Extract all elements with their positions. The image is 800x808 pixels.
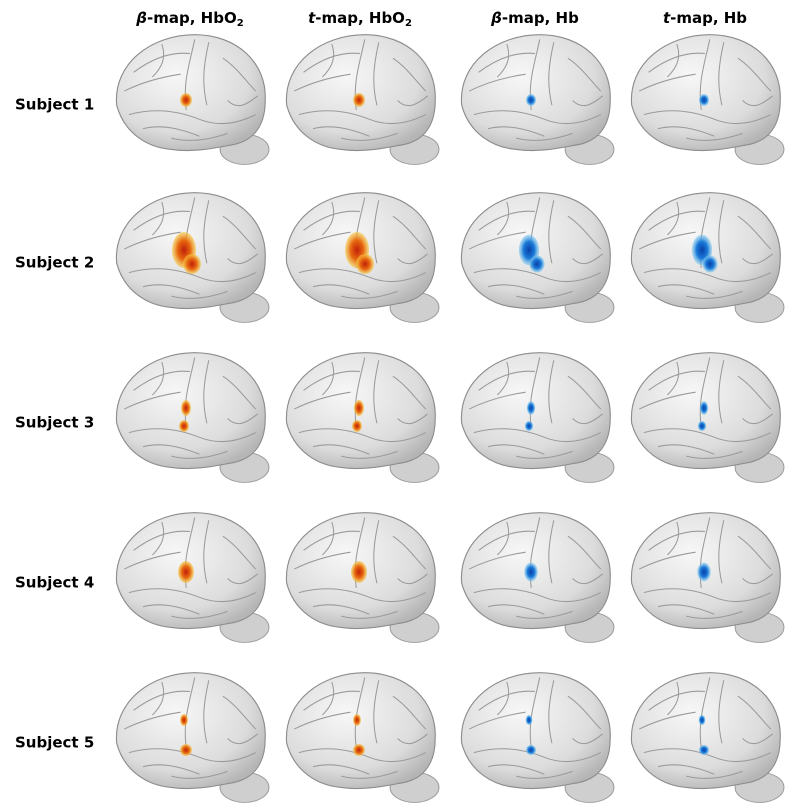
- brain: [460, 352, 615, 483]
- header-symbol: β: [490, 9, 502, 27]
- activation-blob: [351, 561, 367, 583]
- brain-map: [630, 34, 785, 165]
- header-text: -map, Hb: [670, 9, 747, 27]
- activation-blob: [697, 562, 711, 582]
- header-symbol: β: [135, 9, 147, 27]
- row-label: Subject 1: [15, 96, 94, 114]
- activation-blob: [702, 255, 718, 273]
- column-header: t-map, HbO2: [308, 9, 412, 30]
- activation-blob: [698, 714, 706, 726]
- brain: [285, 352, 440, 483]
- row-label: Subject 5: [15, 734, 94, 752]
- brain: [115, 34, 270, 165]
- activation-blob: [179, 420, 189, 432]
- header-symbol: t: [308, 9, 316, 27]
- brain-map: [460, 512, 615, 643]
- brain-map: [460, 34, 615, 165]
- brain: [630, 672, 785, 803]
- brain-map: [630, 192, 785, 323]
- activation-blob: [353, 93, 365, 107]
- activation-blob: [698, 744, 710, 756]
- brain-map: [115, 672, 270, 803]
- activation-blob: [529, 255, 545, 273]
- activation-blob: [183, 254, 201, 274]
- brain-map: [630, 352, 785, 483]
- brain-map: [285, 512, 440, 643]
- brain: [115, 672, 270, 803]
- activation-blob: [526, 401, 536, 415]
- activation-blob: [356, 254, 374, 274]
- activation-blob: [354, 400, 364, 416]
- row-label: Subject 2: [15, 254, 94, 272]
- activation-blob: [180, 744, 192, 756]
- activation-blob: [698, 94, 710, 106]
- brain-map: [630, 512, 785, 643]
- brain-map: [460, 192, 615, 323]
- column-header: β-map, Hb: [490, 9, 579, 27]
- activation-blob: [181, 400, 191, 416]
- column-header: t-map, Hb: [663, 9, 747, 27]
- brain-map: [285, 352, 440, 483]
- activation-blob: [525, 744, 537, 756]
- header-subscript: 2: [405, 18, 412, 29]
- activation-blob: [525, 714, 533, 726]
- activation-blob: [525, 94, 537, 106]
- brain-map: [285, 34, 440, 165]
- brain-map: [115, 512, 270, 643]
- header-subscript: 2: [237, 18, 244, 29]
- brain-map: [460, 672, 615, 803]
- brain-map: [630, 672, 785, 803]
- activation-blob: [180, 714, 188, 726]
- brain: [115, 352, 270, 483]
- header-text: -map, Hb: [502, 9, 579, 27]
- header-text: -map, HbO: [315, 9, 405, 27]
- row-label: Subject 3: [15, 414, 94, 432]
- activation-blob: [180, 93, 192, 107]
- activation-blob: [353, 744, 365, 756]
- column-header: β-map, HbO2: [135, 9, 243, 30]
- activation-blob: [699, 401, 709, 415]
- activation-blob: [178, 561, 194, 583]
- row-label: Subject 4: [15, 574, 94, 592]
- activation-blob: [352, 420, 362, 432]
- brain: [630, 352, 785, 483]
- activation-blob: [524, 420, 534, 432]
- header-text: -map, HbO: [147, 9, 237, 27]
- activation-blob: [353, 714, 361, 726]
- brain-map: [285, 192, 440, 323]
- activation-blob: [524, 562, 538, 582]
- brain: [460, 34, 615, 165]
- brain-map: [115, 352, 270, 483]
- header-symbol: t: [663, 9, 671, 27]
- brain-map: [460, 352, 615, 483]
- brain-map: [285, 672, 440, 803]
- brain: [460, 512, 615, 643]
- activation-blob: [697, 420, 707, 432]
- brain-map: [115, 34, 270, 165]
- brain: [285, 672, 440, 803]
- brain: [460, 672, 615, 803]
- brain-map: [115, 192, 270, 323]
